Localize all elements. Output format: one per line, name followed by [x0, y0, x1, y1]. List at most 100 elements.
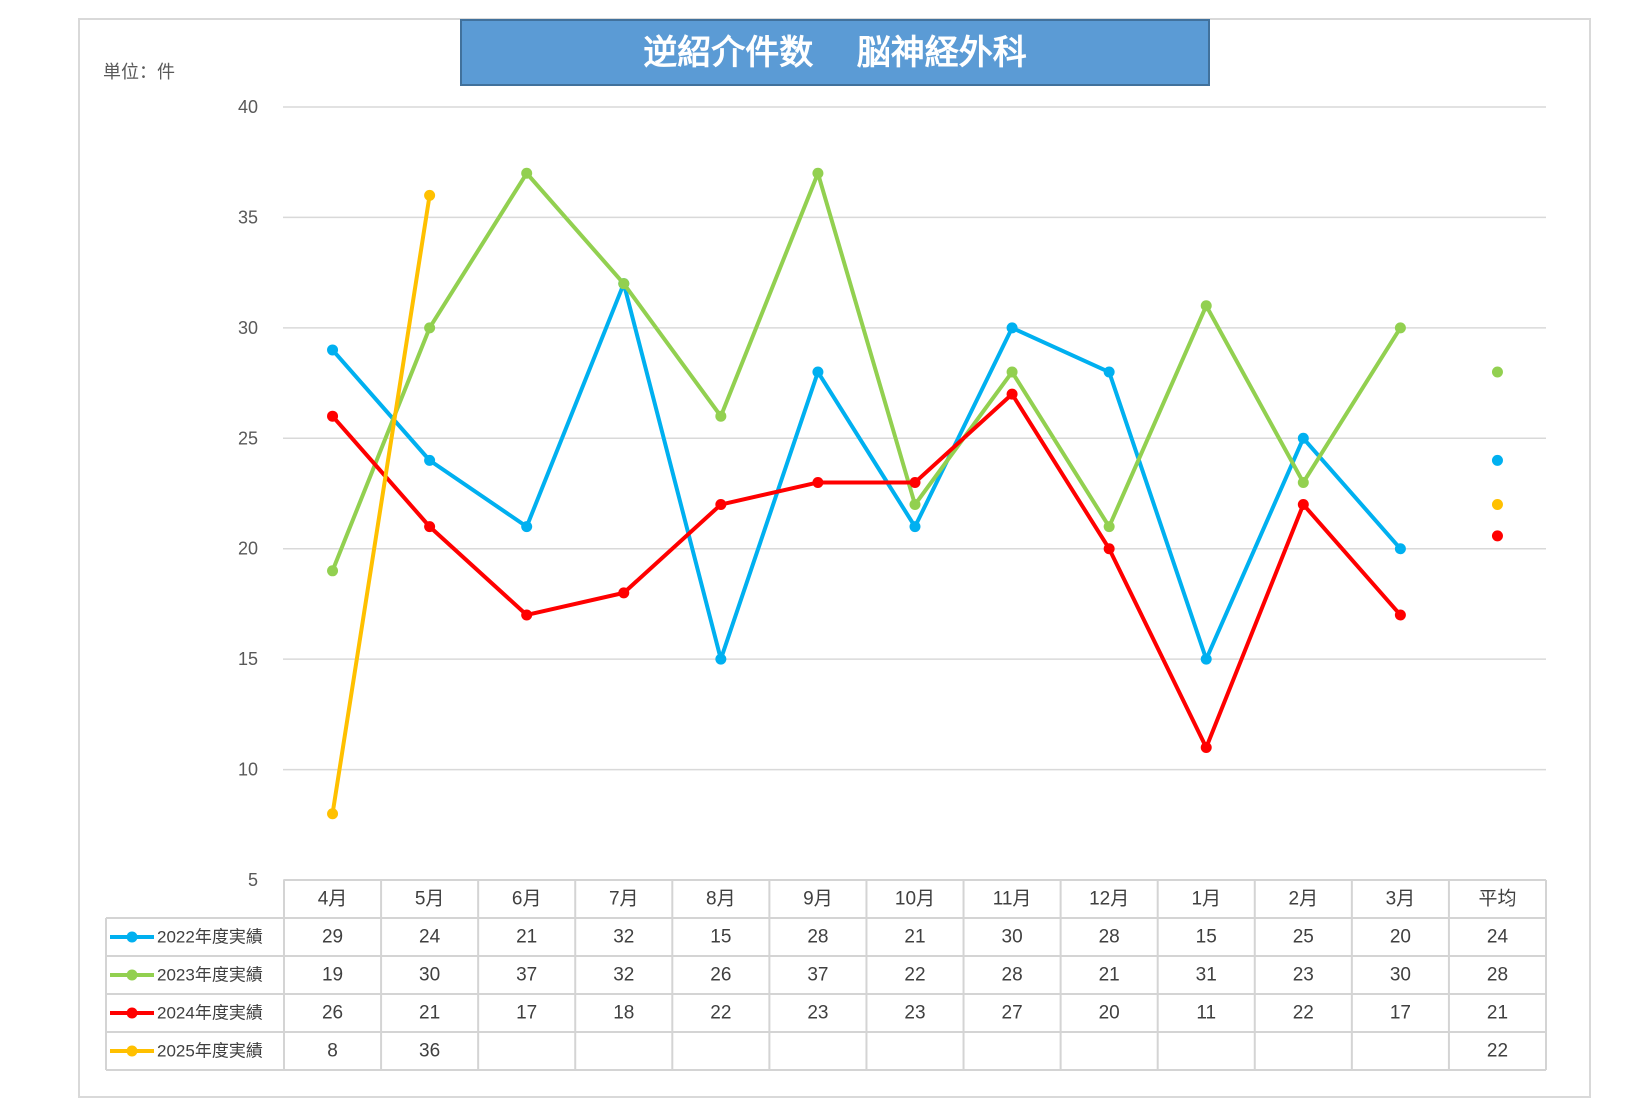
- chart-frame: [78, 18, 1591, 1098]
- data-point: [521, 521, 533, 533]
- data-point: [327, 808, 339, 820]
- table-cell-average: 28: [1487, 965, 1508, 986]
- table-cell-average: 24: [1487, 927, 1509, 948]
- legend-label: 2024年度実績: [157, 1004, 263, 1023]
- data-point: [327, 344, 339, 356]
- table-header-month: 3月: [1386, 889, 1416, 910]
- data-point: [1200, 741, 1212, 753]
- table-cell: 22: [904, 965, 925, 986]
- data-point: [812, 476, 824, 488]
- table-row: 2022年度実績 29 24 21 32 15 28 21 30 28 15 25 20 24: [110, 927, 1508, 948]
- table-cell: 21: [1099, 965, 1120, 986]
- table-header-month: 8月: [706, 889, 736, 910]
- table-cell: 27: [1002, 1003, 1023, 1024]
- y-tick-label: 35: [238, 207, 258, 227]
- table-header-month: 6月: [512, 889, 542, 910]
- table-cell: 23: [1293, 965, 1314, 986]
- legend-marker: [126, 969, 138, 981]
- table-cell: 11: [1196, 1003, 1216, 1024]
- data-point: [521, 167, 533, 179]
- table-cell-average: 21: [1487, 1003, 1508, 1024]
- table-header-month: 5月: [415, 889, 445, 910]
- data-point: [618, 278, 630, 290]
- table-cell: 22: [1293, 1003, 1314, 1024]
- table-cell: 32: [613, 965, 634, 986]
- table-header-month: 12月: [1089, 889, 1129, 910]
- table-cell: 26: [710, 965, 731, 986]
- table-row: 2025年度実績 8 36 22: [110, 1041, 1508, 1062]
- table-cell: 21: [904, 927, 925, 948]
- data-point: [1297, 432, 1309, 444]
- table-cell: 23: [807, 1003, 828, 1024]
- data-point: [521, 609, 533, 621]
- table-header-month: 10月: [895, 889, 935, 910]
- data-point: [1200, 653, 1212, 665]
- table-cell: 24: [419, 927, 441, 948]
- table-cell: 15: [1196, 927, 1217, 948]
- y-axis-labels: 5 10 15 20 25 30 35 40: [238, 97, 258, 890]
- data-point: [1103, 366, 1115, 378]
- series-group: [327, 278, 1503, 665]
- data-point: [1394, 322, 1406, 334]
- data-point: [1394, 609, 1406, 621]
- table-cell: 37: [516, 965, 537, 986]
- table-cell: 28: [1099, 927, 1120, 948]
- table-cell: 28: [1002, 965, 1023, 986]
- table-cell: 30: [1002, 927, 1023, 948]
- table-header-month: 4月: [318, 889, 348, 910]
- table-cell-average: 22: [1487, 1041, 1508, 1062]
- table-header-average: 平均: [1478, 888, 1516, 910]
- chart-title: 逆紹介件数 脳神経外科: [643, 34, 1026, 72]
- table-cell: 30: [1390, 965, 1411, 986]
- data-point: [909, 499, 921, 511]
- table-header-month: 2月: [1289, 889, 1319, 910]
- table-borders: [105, 879, 1547, 1071]
- y-tick-label: 10: [238, 760, 258, 780]
- data-point: [424, 322, 436, 334]
- title-banner: [460, 19, 1210, 86]
- series-line: [330, 171, 1403, 573]
- series-line: [330, 281, 1403, 662]
- average-point: [1491, 499, 1503, 511]
- table-cell: 26: [322, 1003, 343, 1024]
- average-point: [1491, 454, 1503, 466]
- table-cell: 15: [710, 927, 731, 948]
- table-cell: 29: [322, 927, 343, 948]
- data-point: [1200, 300, 1212, 312]
- data-point: [812, 366, 824, 378]
- data-point: [327, 410, 339, 422]
- legend-marker: [126, 931, 138, 943]
- table-cell: 20: [1099, 1003, 1120, 1024]
- table-cell: 25: [1293, 927, 1314, 948]
- table-cell: 17: [516, 1003, 537, 1024]
- y-tick-label: 15: [238, 649, 258, 669]
- table-cell: 20: [1390, 927, 1411, 948]
- table-header-month: 1月: [1191, 889, 1221, 910]
- table-cell: 31: [1196, 965, 1217, 986]
- average-point: [1491, 366, 1503, 378]
- data-point: [1297, 476, 1309, 488]
- table-cell: 23: [904, 1003, 925, 1024]
- legend-label: 2022年度実績: [157, 928, 263, 947]
- data-point: [812, 167, 824, 179]
- table-header-month: 9月: [803, 889, 833, 910]
- legend-marker: [126, 1007, 138, 1019]
- data-point: [1103, 543, 1115, 555]
- data-point: [715, 499, 727, 511]
- data-point: [327, 565, 339, 577]
- data-point: [1006, 322, 1018, 334]
- data-point: [424, 521, 436, 533]
- series-line: [330, 392, 1403, 750]
- data-point: [715, 410, 727, 422]
- table-header-row: 4月 5月 6月 7月 8月 9月 10月 11月 12月 1月 2月 3月 平均: [318, 888, 1517, 910]
- average-point: [1491, 530, 1503, 542]
- table-cell: 36: [419, 1041, 440, 1062]
- table-row: 2023年度実績 19 30 37 32 26 37 22 28 21 31 23 30 28: [110, 965, 1508, 986]
- table-cell: 28: [807, 927, 828, 948]
- series-line: [330, 193, 432, 816]
- data-point: [909, 476, 921, 488]
- series-group: [327, 388, 1503, 753]
- data-point: [715, 653, 727, 665]
